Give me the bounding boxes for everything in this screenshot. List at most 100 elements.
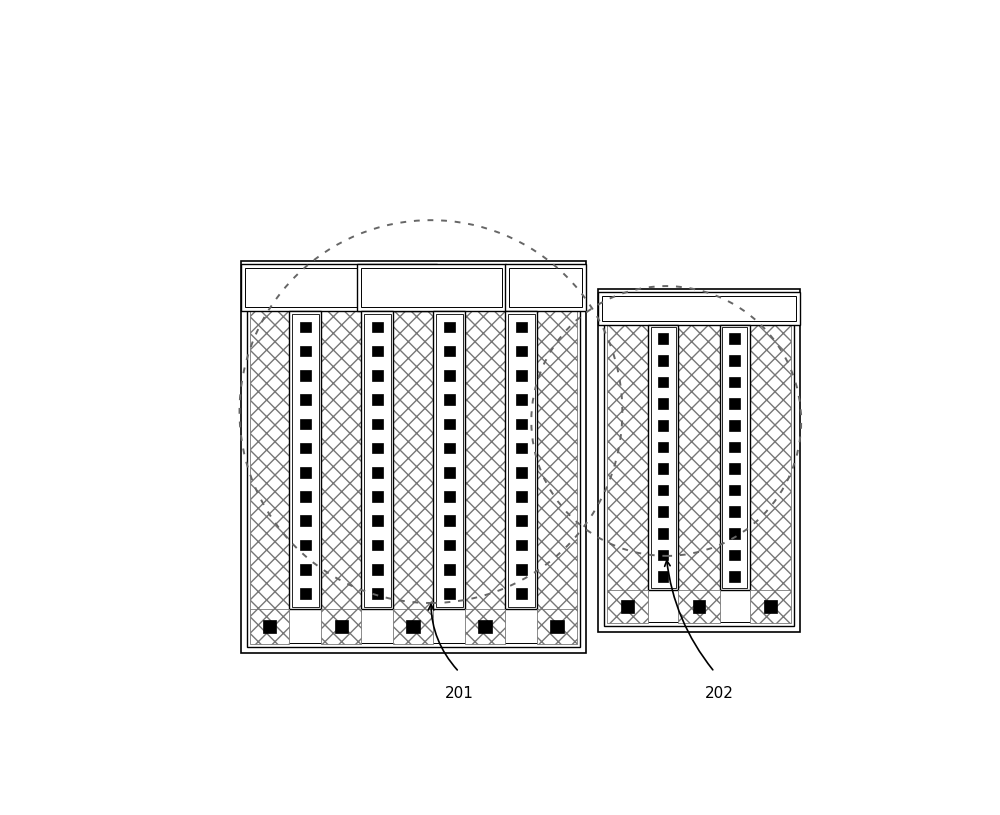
Bar <box>658 506 668 517</box>
Bar <box>250 306 289 610</box>
Bar <box>729 377 740 387</box>
Bar <box>444 419 455 430</box>
Bar <box>300 419 311 430</box>
Bar <box>444 588 455 599</box>
Bar <box>729 420 740 430</box>
Bar <box>505 264 586 311</box>
Bar <box>241 261 586 653</box>
Bar <box>372 588 383 599</box>
Bar <box>722 328 747 588</box>
Bar <box>658 549 668 561</box>
Bar <box>372 443 383 453</box>
Bar <box>678 321 720 592</box>
Bar <box>372 540 383 550</box>
Bar <box>361 311 393 610</box>
Bar <box>658 442 668 452</box>
Bar <box>658 377 668 387</box>
Bar <box>658 463 668 474</box>
Bar <box>505 311 537 610</box>
Bar <box>516 564 527 575</box>
Bar <box>516 370 527 381</box>
Bar <box>361 268 502 307</box>
Bar <box>516 491 527 502</box>
Bar <box>321 610 361 644</box>
Bar <box>436 314 463 606</box>
Bar <box>300 540 311 550</box>
Bar <box>604 322 794 626</box>
Bar <box>509 268 582 307</box>
Bar <box>658 399 668 409</box>
Bar <box>393 306 433 610</box>
Bar <box>508 314 535 606</box>
Bar <box>750 321 791 592</box>
Bar <box>537 306 577 610</box>
Text: 202: 202 <box>705 685 734 701</box>
Bar <box>537 610 577 644</box>
Bar <box>300 588 311 599</box>
Bar <box>300 564 311 575</box>
Bar <box>372 516 383 526</box>
Bar <box>372 419 383 430</box>
Bar <box>651 328 676 588</box>
Bar <box>241 264 437 311</box>
Bar <box>621 601 634 613</box>
Bar <box>658 485 668 496</box>
Bar <box>444 491 455 502</box>
Bar <box>372 394 383 405</box>
Bar <box>263 619 276 633</box>
Bar <box>300 394 311 405</box>
Bar <box>658 571 668 582</box>
Bar <box>516 419 527 430</box>
Bar <box>245 268 433 307</box>
Bar <box>598 293 800 325</box>
Bar <box>406 619 420 633</box>
Bar <box>658 355 668 366</box>
Bar <box>444 516 455 526</box>
Bar <box>516 322 527 333</box>
Bar <box>678 590 720 623</box>
Bar <box>372 346 383 356</box>
Bar <box>289 311 321 610</box>
Bar <box>607 590 648 623</box>
Bar <box>247 308 580 647</box>
Bar <box>300 443 311 453</box>
Bar <box>516 540 527 550</box>
Bar <box>465 610 505 644</box>
Bar <box>516 467 527 478</box>
Bar <box>444 564 455 575</box>
Bar <box>607 321 648 592</box>
Bar <box>372 322 383 333</box>
Bar <box>372 467 383 478</box>
Bar <box>300 516 311 526</box>
Bar <box>444 467 455 478</box>
Bar <box>364 314 391 606</box>
Bar <box>729 333 740 344</box>
Bar <box>729 463 740 474</box>
Bar <box>550 619 564 633</box>
Bar <box>465 306 505 610</box>
Bar <box>609 326 789 622</box>
Bar <box>764 601 777 613</box>
Bar <box>292 314 319 606</box>
Bar <box>729 549 740 561</box>
Bar <box>372 491 383 502</box>
Bar <box>444 540 455 550</box>
Bar <box>729 485 740 496</box>
Bar <box>251 312 575 642</box>
Bar <box>729 355 740 366</box>
Bar <box>250 610 289 644</box>
Bar <box>729 442 740 452</box>
Text: 201: 201 <box>445 685 474 701</box>
Bar <box>300 346 311 356</box>
Bar <box>693 601 705 613</box>
Bar <box>372 564 383 575</box>
Bar <box>658 528 668 539</box>
Bar <box>444 443 455 453</box>
Bar <box>750 590 791 623</box>
Bar <box>729 571 740 582</box>
Bar <box>729 528 740 539</box>
Bar <box>598 289 800 632</box>
Bar <box>300 467 311 478</box>
Bar <box>516 394 527 405</box>
Bar <box>372 370 383 381</box>
